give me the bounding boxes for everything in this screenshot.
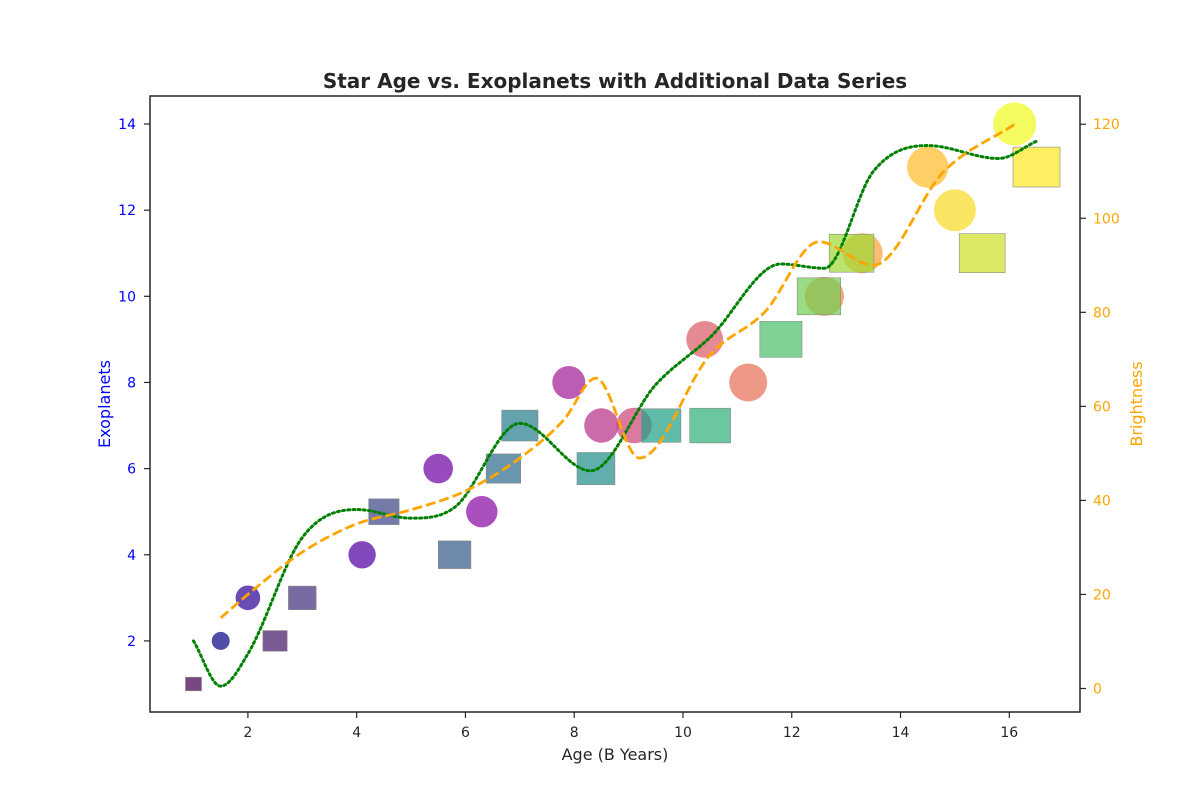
y-tick-label: 2 (127, 634, 136, 650)
y2-tick-label: 80 (1093, 305, 1111, 321)
x-tick-label: 10 (674, 725, 692, 741)
x-tick-label: 2 (243, 725, 252, 741)
y-tick-label: 4 (127, 548, 136, 564)
scatter-point (729, 363, 768, 402)
scatter-point (348, 541, 376, 569)
dashed-brightness-line (219, 123, 1016, 620)
y2-axis-label: Brightness (1127, 361, 1146, 446)
scatter-point (993, 102, 1037, 146)
x-tick-label: 6 (461, 725, 470, 741)
chart-title: Star Age vs. Exoplanets with Additional … (323, 69, 907, 93)
x-tick-label: 4 (352, 725, 361, 741)
y2-tick-label: 120 (1093, 117, 1120, 133)
y-tick-label: 6 (127, 462, 136, 478)
scatter-square-point (437, 540, 472, 569)
scatter-square-point (759, 321, 803, 358)
x-tick-label: 14 (892, 725, 910, 741)
scatter-square-point (796, 277, 842, 316)
x-tick-label: 8 (570, 725, 579, 741)
y-tick-label: 10 (118, 289, 136, 305)
scatter-point (423, 453, 454, 484)
y2-tick-label: 20 (1093, 587, 1111, 603)
x-tick-label: 16 (1000, 725, 1018, 741)
dotted-trend-line (192, 139, 1038, 688)
scatter-point (211, 631, 230, 650)
scatter-point (584, 408, 619, 443)
x-tick-label: 12 (783, 725, 801, 741)
scatter-point (466, 496, 498, 528)
scatter-point (907, 146, 949, 188)
y-tick-label: 12 (118, 203, 136, 219)
scatter-square-point (689, 407, 731, 444)
scatter-square-point (1012, 146, 1061, 188)
scatter-square-point (958, 233, 1006, 273)
y-axis-label: Exoplanets (95, 360, 114, 448)
y-tick-label: 14 (118, 117, 136, 133)
y2-tick-label: 0 (1093, 681, 1102, 697)
y2-tick-label: 60 (1093, 399, 1111, 415)
ticks-layer: 2 4 6 8 10 12 14 16 2 4 6 8 10 12 14 0 20 40 60 80 100 120 (118, 117, 1120, 741)
scatter-point (933, 189, 976, 232)
scatter-point (235, 585, 261, 611)
scatter-square-point (288, 585, 317, 610)
scatter-point (552, 366, 586, 399)
y2-tick-label: 100 (1093, 211, 1120, 227)
y-tick-label: 8 (127, 375, 136, 391)
scatter-square-point (262, 630, 288, 652)
scatter-square-point (185, 676, 202, 692)
x-axis-label: Age (B Years) (562, 745, 669, 764)
marks-layer (185, 102, 1061, 692)
y2-tick-label: 40 (1093, 493, 1111, 509)
scatter-square-point (828, 233, 875, 273)
plot-frame (149, 95, 1081, 713)
scatter-square-point (501, 409, 539, 442)
